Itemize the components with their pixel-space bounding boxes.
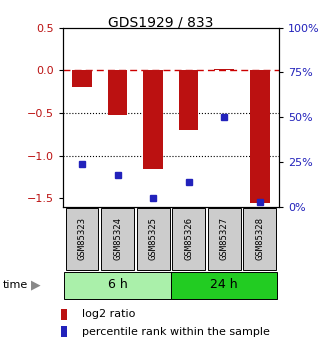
Text: 24 h: 24 h (210, 278, 238, 292)
Bar (61, 309, 67, 319)
Bar (171, 272, 277, 299)
Text: GDS1929 / 833: GDS1929 / 833 (108, 16, 213, 30)
Text: GSM85328: GSM85328 (255, 217, 264, 260)
Text: GSM85324: GSM85324 (113, 217, 122, 260)
Bar (108, 70, 127, 115)
Bar (214, 69, 234, 70)
Text: percentile rank within the sample: percentile rank within the sample (82, 327, 270, 337)
Bar (243, 208, 276, 270)
Bar (250, 70, 270, 203)
Bar (65, 272, 171, 299)
Text: GSM85326: GSM85326 (184, 217, 193, 260)
Text: log2 ratio: log2 ratio (82, 309, 135, 319)
Bar (172, 208, 205, 270)
Text: ▶: ▶ (30, 278, 40, 292)
Bar (101, 208, 134, 270)
Text: GSM85323: GSM85323 (78, 217, 87, 260)
Bar (61, 326, 67, 337)
Text: GSM85327: GSM85327 (220, 217, 229, 260)
Bar (179, 70, 198, 130)
Bar (143, 70, 163, 169)
Bar (208, 208, 240, 270)
Text: time: time (3, 280, 29, 290)
Bar (137, 208, 169, 270)
Text: 6 h: 6 h (108, 278, 127, 292)
Text: GSM85325: GSM85325 (149, 217, 158, 260)
Bar (72, 70, 92, 87)
Bar (66, 208, 99, 270)
